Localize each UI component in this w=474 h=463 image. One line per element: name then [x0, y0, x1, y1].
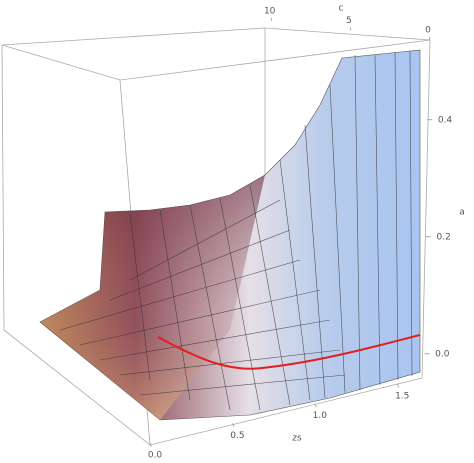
z-axis-label: a — [459, 208, 465, 218]
x-tick — [149, 442, 152, 447]
y-tick — [270, 17, 273, 21]
y-tick — [349, 27, 352, 31]
y-tick-label: 0 — [425, 26, 431, 36]
y-tick-label: 5 — [346, 16, 352, 26]
y-tick-label: 10 — [264, 6, 276, 16]
x-tick-label: 1.0 — [313, 411, 328, 421]
x-tick-label: 0.0 — [148, 451, 163, 461]
x-tick-label: 1.5 — [395, 391, 409, 401]
x-tick — [396, 383, 400, 388]
z-tick-label: 0.2 — [437, 232, 451, 242]
surface — [39, 49, 421, 421]
x-tick — [314, 403, 317, 408]
x-tick — [232, 423, 235, 428]
y-tick — [429, 36, 431, 41]
y-axis-label: c — [339, 4, 344, 14]
x-tick-label: 0.5 — [230, 431, 244, 441]
z-tick-label: 0.0 — [435, 349, 450, 359]
x-axis-label: zs — [292, 434, 302, 444]
z-tick-label: 0.4 — [438, 115, 453, 125]
